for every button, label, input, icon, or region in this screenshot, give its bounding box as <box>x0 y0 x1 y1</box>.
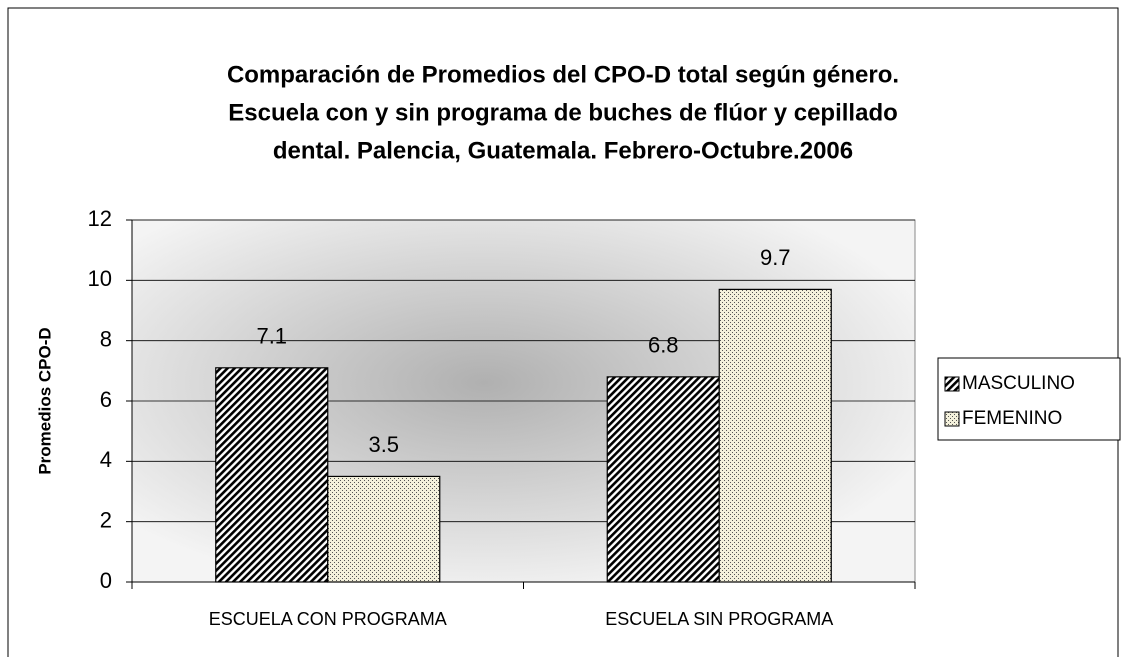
chart-title: Escuela con y sin programa de buches de … <box>228 99 898 126</box>
y-tick-label: 4 <box>100 447 112 472</box>
legend-swatch <box>944 411 960 427</box>
value-label: 3.5 <box>368 432 399 457</box>
bar <box>215 367 329 583</box>
bar <box>718 288 832 583</box>
x-tick-label: ESCUELA SIN PROGRAMA <box>605 609 833 629</box>
chart-title: Comparación de Promedios del CPO-D total… <box>227 61 899 88</box>
y-tick-label: 10 <box>88 266 112 291</box>
legend <box>937 357 1121 441</box>
chart-title: dental. Palencia, Guatemala. Febrero-Oct… <box>273 137 853 164</box>
value-label: 6.8 <box>648 333 679 358</box>
y-tick-label: 8 <box>100 326 112 351</box>
legend-label: MASCULINO <box>962 373 1075 394</box>
y-axis-label: Promedios CPO-D <box>35 327 54 474</box>
bar <box>327 475 441 583</box>
value-label: 9.7 <box>760 245 791 270</box>
legend-swatch <box>944 376 960 392</box>
y-tick-label: 0 <box>100 568 112 593</box>
x-tick-label: ESCUELA CON PROGRAMA <box>209 609 447 629</box>
y-tick-label: 6 <box>100 387 112 412</box>
title: Comparación de Promedios del CPO-D total… <box>227 61 899 164</box>
y-tick-label: 12 <box>88 206 112 231</box>
bar <box>606 376 720 583</box>
y-tick-label: 2 <box>100 507 112 532</box>
value-label: 7.1 <box>256 324 287 349</box>
frame <box>7 7 1119 657</box>
legend-label: FEMENINO <box>962 408 1062 429</box>
